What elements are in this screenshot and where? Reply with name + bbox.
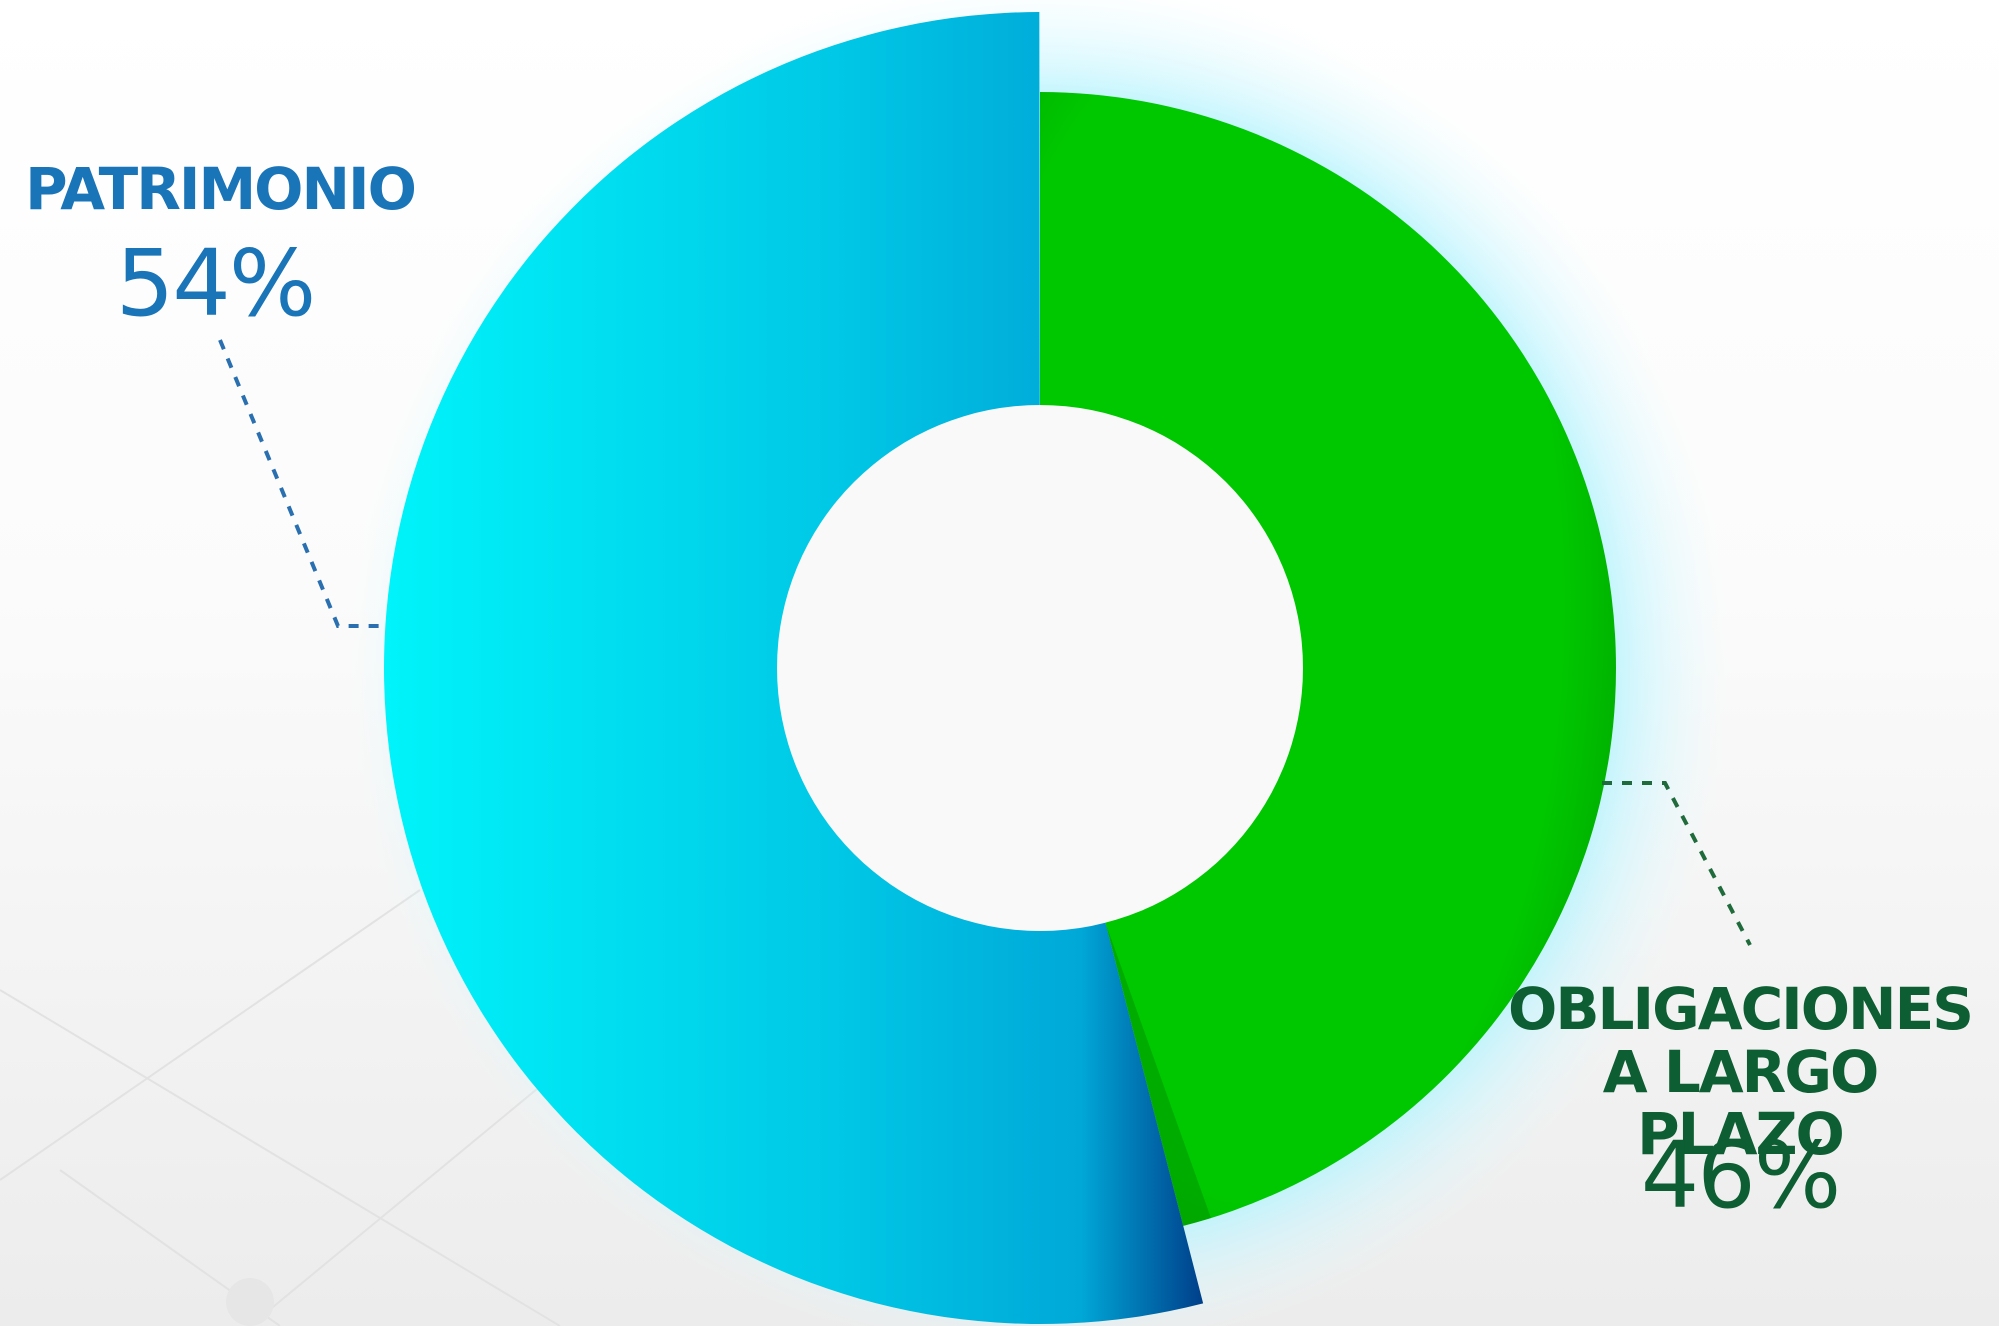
background-line-4 [249,1069,561,1326]
slice-label-obligaciones: OBLIGACIONES A LARGO PLAZO [1500,978,1980,1166]
slice-label-obligaciones-line-1: OBLIGACIONES [1508,975,1974,1043]
background-line-2 [0,889,421,1181]
leader-lines [218,339,1752,946]
background-line-1 [0,989,561,1326]
leader-line-obligaciones [1602,781,1752,946]
background-decoration [0,889,561,1326]
leader-line-patrimonio [218,339,384,628]
background-dot [226,1278,274,1326]
slice-label-obligaciones-line-2: A LARGO PLAZO [1602,1037,1880,1169]
donut-hole [777,405,1303,931]
slice-obligaciones-shade [1105,922,1211,1226]
slice-value-patrimonio: 54% [115,230,316,337]
slice-obligaciones [1040,91,1617,1226]
slice-label-patrimonio: PATRIMONIO [25,155,417,223]
donut-hole-fill [777,405,1303,931]
slice-value-obligaciones: 46% [1640,1122,1841,1229]
